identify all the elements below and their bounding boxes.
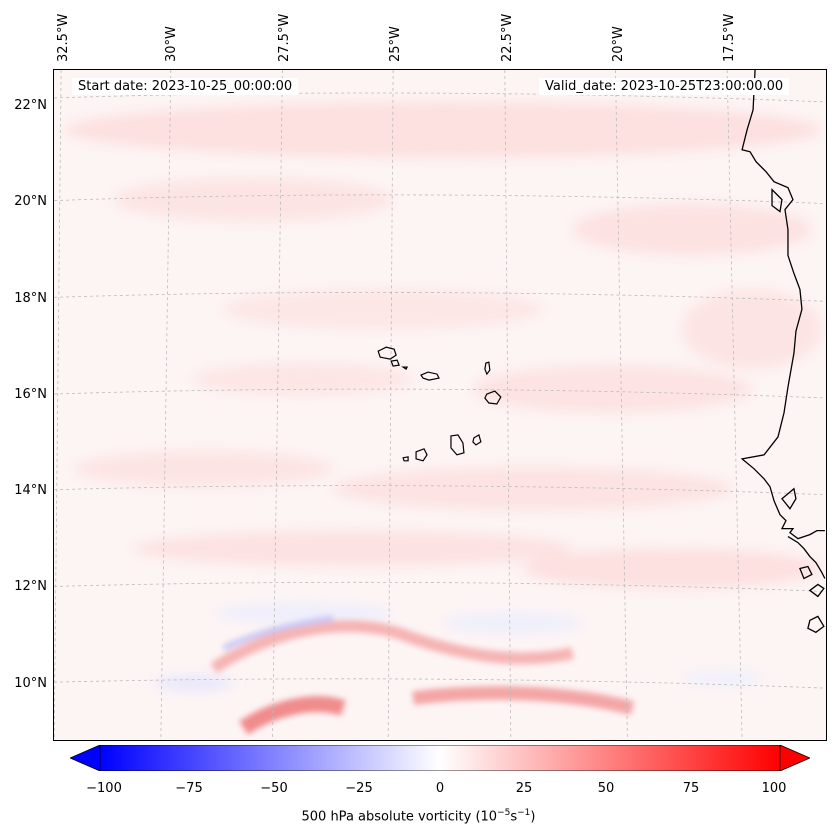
coastline-bijagos <box>807 615 825 634</box>
vorticity-positive-band <box>333 466 733 511</box>
colorbar-low-extend <box>70 745 101 771</box>
vorticity-negative-patch <box>153 675 234 692</box>
island-boa-vista <box>484 390 502 405</box>
vorticity-negative-patch <box>442 613 583 634</box>
lat-label-10n: 10°N <box>14 676 47 691</box>
coastline-banc-arguin <box>771 188 783 213</box>
african-coastline <box>740 70 826 634</box>
lon-label-30w: 30°W <box>164 26 179 62</box>
cape-verde-islands <box>377 346 502 462</box>
lon-label-17-5w: 17.5°W <box>722 13 737 62</box>
vorticity-positive-band <box>193 363 414 396</box>
island-sal <box>484 361 491 376</box>
lat-label-14n: 14°N <box>14 483 47 498</box>
colorbar-label: 500 hPa absolute vorticity (10−5s−1) <box>301 808 536 825</box>
vorticity-positive-band <box>74 450 334 487</box>
vorticity-positive-band <box>210 620 574 674</box>
colorbar-tick: −50 <box>260 781 288 796</box>
vorticity-strong-bands <box>210 615 635 735</box>
island-santo-antao <box>377 346 397 360</box>
vorticity-positive-band <box>522 548 822 589</box>
lon-label-22-5w: 22.5°W <box>500 13 515 62</box>
lat-label-22n: 22°N <box>14 98 47 113</box>
coastline-bijagos <box>799 565 813 580</box>
colorbar-tick: 75 <box>682 781 700 796</box>
vorticity-positive-band <box>682 289 822 370</box>
colorbar-tick: 0 <box>435 781 445 796</box>
vorticity-colorbar <box>70 745 810 771</box>
colorbar-tick: −100 <box>86 781 122 796</box>
vorticity-field <box>64 101 822 692</box>
island-sao-vicente <box>390 359 400 367</box>
island-santa-luzia <box>401 366 409 370</box>
lon-label-25w: 25°W <box>388 26 403 62</box>
island-maio <box>472 433 482 446</box>
island-sao-nicolau <box>420 371 440 381</box>
coastline-gambia <box>781 487 797 510</box>
coastline-bijagos <box>808 583 825 598</box>
colorbar-tick: 25 <box>515 781 533 796</box>
start-date: Start date: 2023-10-25_00:00:00 <box>72 78 299 95</box>
lat-label-20n: 20°N <box>14 194 47 209</box>
vorticity-positive-band <box>64 101 822 158</box>
vorticity-positive-band <box>223 289 543 330</box>
island-brava <box>402 456 409 462</box>
vorticity-positive-band <box>239 696 346 735</box>
vorticity-positive-band <box>472 365 753 413</box>
coastline-guinea-bissau <box>787 536 826 579</box>
vorticity-positive-band <box>572 203 812 256</box>
colorbar-tick: 50 <box>597 781 615 796</box>
colorbar-tick: −75 <box>175 781 203 796</box>
lat-label-12n: 12°N <box>14 579 47 594</box>
vorticity-negative-band <box>222 615 334 651</box>
lon-label-20w: 20°W <box>611 26 626 62</box>
lon-label-32-5w: 32.5°W <box>56 13 71 62</box>
colorbar-tick: 100 <box>761 781 787 796</box>
valid-date: Valid_date: 2023-10-25T23:00:00.00 <box>539 78 790 95</box>
colorbar-body <box>99 745 781 771</box>
lon-label-27-5w: 27.5°W <box>277 13 292 62</box>
vorticity-negative-patch <box>682 670 763 687</box>
island-fogo <box>415 448 428 462</box>
lat-label-18n: 18°N <box>14 291 47 306</box>
colorbar-tick: −25 <box>345 781 373 796</box>
map-canvas <box>54 70 826 740</box>
island-santiago <box>450 434 465 456</box>
vorticity-map <box>53 69 827 741</box>
lat-label-16n: 16°N <box>14 387 47 402</box>
vorticity-positive-band <box>133 530 573 567</box>
vorticity-negative-patch <box>213 603 394 624</box>
colorbar-high-extend <box>779 745 810 771</box>
graticule <box>54 70 826 740</box>
vorticity-positive-band <box>412 685 635 715</box>
vorticity-positive-band <box>113 177 394 222</box>
coastline-mauritania-senegal <box>740 70 825 540</box>
